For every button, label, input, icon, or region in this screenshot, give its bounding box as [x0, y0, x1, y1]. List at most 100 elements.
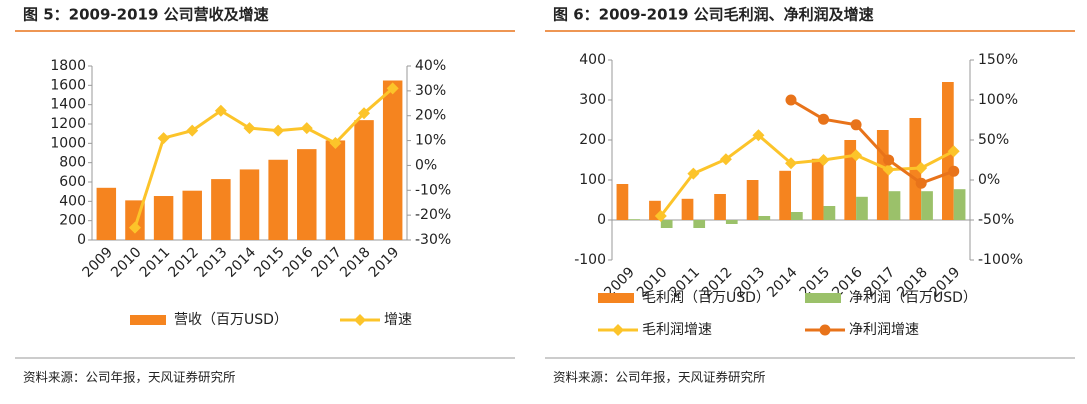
marker: [719, 153, 732, 166]
bar: [844, 140, 857, 220]
bar: [649, 200, 661, 220]
legend-label: 毛利润增速: [642, 322, 712, 338]
y-tick-label: 200: [59, 213, 86, 229]
bar: [725, 220, 738, 224]
legend-marker: [612, 324, 624, 336]
y2-tick-label: -30%: [415, 232, 451, 248]
bar: [888, 191, 901, 220]
marker: [817, 154, 830, 166]
y2-tick-label: 0%: [415, 157, 437, 173]
bar: [746, 180, 759, 220]
bar: [182, 190, 202, 240]
bar: [779, 170, 791, 220]
marker: [128, 221, 141, 234]
marker: [186, 124, 199, 137]
y2-tick-label: 20%: [415, 108, 446, 124]
x-tick-label: 2010: [108, 244, 145, 281]
y-tick-label: 400: [59, 193, 86, 209]
bar: [876, 130, 889, 220]
y2-tick-label: -20%: [415, 207, 451, 223]
marker: [752, 129, 765, 142]
legend-label: 增速: [384, 312, 412, 328]
x-tick-label: 2016: [280, 244, 317, 281]
bar: [942, 82, 954, 220]
y-tick-label: 1400: [50, 97, 86, 113]
bar: [325, 140, 346, 240]
x-tick-label: 2019: [366, 244, 403, 281]
y2-tick-label: 40%: [415, 58, 446, 74]
marker: [272, 124, 285, 137]
marker: [947, 145, 960, 158]
x-tick-label: 2018: [337, 244, 374, 281]
bar: [153, 196, 174, 240]
x-tick-label: 2011: [137, 244, 174, 281]
line: [790, 98, 955, 185]
marker: [785, 157, 797, 170]
bar: [693, 220, 706, 228]
bar: [953, 189, 966, 220]
marker: [785, 94, 797, 106]
x-tick-label: 2012: [165, 244, 202, 281]
legend-label: 净利润（百万USD）: [849, 290, 977, 306]
y-tick-label: 0: [77, 232, 86, 248]
y2-tick-label: -100%: [978, 252, 1023, 268]
y-tick-label: -100: [574, 252, 606, 268]
marker: [850, 119, 862, 131]
chart-title: 图 5：2009-2019 公司营收及增速: [23, 6, 269, 24]
legend-label: 毛利润（百万USD）: [642, 290, 770, 306]
marker: [915, 162, 928, 174]
y-tick-label: 400: [579, 52, 606, 68]
marker: [818, 113, 830, 125]
y-tick-label: 1800: [50, 58, 86, 74]
y-tick-label: 600: [59, 174, 86, 190]
bar: [616, 184, 629, 220]
legend-marker: [819, 324, 831, 336]
y2-tick-label: 100%: [978, 92, 1018, 108]
y-tick-label: 0: [597, 212, 606, 228]
marker: [214, 104, 227, 117]
marker: [329, 137, 342, 150]
y2-tick-label: 0%: [978, 172, 1000, 188]
marker: [358, 107, 371, 120]
bar: [96, 187, 117, 240]
source: 资料来源：公司年报，天风证券研究所: [23, 370, 236, 385]
y2-tick-label: -10%: [415, 182, 451, 198]
legend-swatch: [805, 293, 841, 303]
bar: [791, 212, 803, 220]
bar: [714, 194, 726, 220]
bar: [681, 198, 694, 220]
y-tick-label: 300: [579, 92, 606, 108]
bar: [758, 216, 771, 220]
line: [133, 87, 394, 229]
bar: [382, 80, 403, 240]
y-tick-label: 200: [579, 132, 606, 148]
bar: [921, 191, 933, 220]
x-tick-label: 2015: [251, 244, 288, 281]
marker: [654, 210, 667, 222]
marker: [883, 154, 895, 166]
source: 资料来源：公司年报，天风证券研究所: [553, 370, 766, 385]
bar: [628, 219, 640, 220]
y-tick-label: 100: [579, 172, 606, 188]
y-tick-label: 1600: [50, 77, 86, 93]
legend-swatch: [130, 315, 166, 325]
line: [659, 133, 955, 217]
marker: [386, 82, 399, 95]
bar: [297, 149, 317, 240]
marker: [243, 122, 256, 135]
y2-tick-label: 10%: [415, 133, 446, 149]
bar: [211, 179, 231, 240]
legend-label: 营收（百万USD）: [174, 312, 288, 328]
marker: [915, 177, 927, 189]
bar: [823, 206, 836, 220]
bar: [660, 220, 673, 228]
y2-tick-label: 150%: [978, 52, 1018, 68]
x-tick-label: 2013: [194, 244, 231, 281]
x-tick-label: 2009: [79, 244, 116, 281]
bar: [354, 120, 374, 240]
marker: [157, 132, 170, 145]
bar: [268, 159, 288, 240]
y-tick-label: 800: [59, 155, 86, 171]
marker: [850, 149, 863, 162]
